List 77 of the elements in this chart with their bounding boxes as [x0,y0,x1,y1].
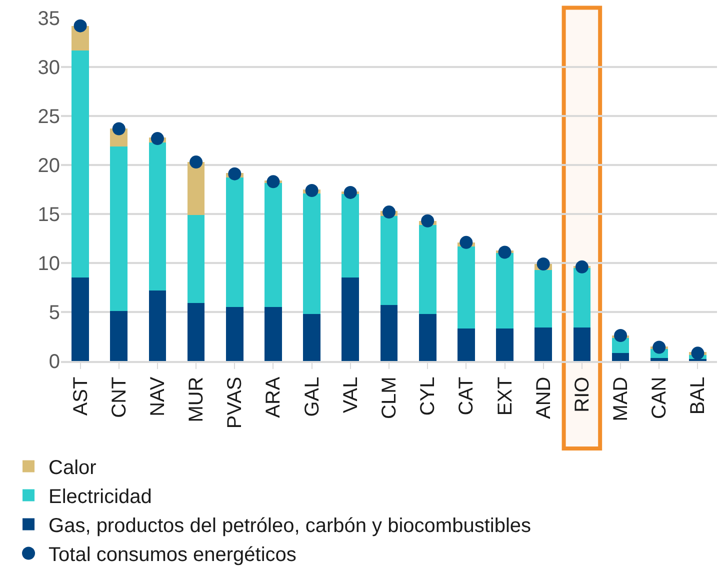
bar [303,193,321,314]
legend-label: Electricidad [48,486,152,508]
x-tick-label: CNT [108,376,130,418]
bar [342,278,360,361]
bar [148,290,166,361]
bar [187,214,205,304]
point [382,206,396,219]
point [305,184,318,197]
point [652,340,666,354]
y-tick-label: 25 [38,106,60,128]
point [344,186,357,199]
point [228,167,242,180]
x-tick-label: MUR [186,376,208,422]
x-tick-label: CYL [417,376,440,416]
point [266,175,280,188]
bar [650,358,668,361]
x-tick-label: BAL [687,376,710,415]
x-tick-label: CLM [378,376,400,419]
bar [110,311,128,361]
point [150,132,164,146]
bar [418,224,436,314]
bar [187,303,205,361]
bar [573,268,591,328]
bar [148,142,166,290]
x-tick-label: VAL [340,376,362,414]
x-tick-label: AST [70,376,92,416]
bar [457,246,475,329]
y-tick-label: 0 [48,351,60,373]
y-tick-label: 35 [38,8,60,30]
bar [264,182,282,308]
bar [72,50,89,278]
bar [264,307,282,361]
y-tick-label: 10 [38,253,60,275]
bar [226,178,244,308]
legend-label: Calor [48,457,97,480]
point [575,260,588,274]
point [112,122,126,136]
point [421,214,434,228]
point [460,236,473,249]
bar [187,162,205,215]
bar [612,353,630,361]
bar [380,305,398,361]
x-tick-label: EXT [494,376,516,416]
bar [380,216,398,306]
y-tick-label: 20 [38,155,60,177]
bar [226,307,244,361]
bar [72,278,89,361]
y-tick-label: 30 [38,57,60,79]
x-tick-label: MAD [610,376,632,422]
x-tick-label: NAV [146,376,169,416]
bar [573,328,591,361]
bar [457,328,475,361]
legend-label: Total consumos energéticos [48,544,296,566]
bar [534,328,552,361]
point [498,246,512,259]
y-tick-label: 5 [48,302,60,324]
x-tick-label: ARA [262,376,285,418]
y-tick-label: 15 [38,204,60,226]
point [74,19,87,32]
x-tick-label: CAN [648,376,671,419]
x-tick-label: CAT [456,376,478,416]
x-tick-label: GAL [301,376,324,417]
point [691,346,704,360]
point [614,329,628,342]
bar [303,314,321,361]
x-tick-label: RIO [571,376,594,412]
x-tick-label: PVAS [224,376,246,429]
bar [418,314,436,361]
bar [496,328,514,361]
point [190,156,203,169]
point [536,257,550,270]
bar [110,146,128,312]
bar [496,252,514,329]
legend-label: Gas, productos del petróleo, carbón y biocombustibles [48,515,532,538]
bar [342,193,360,278]
bar [534,270,552,328]
x-tick-label: AND [532,376,555,419]
